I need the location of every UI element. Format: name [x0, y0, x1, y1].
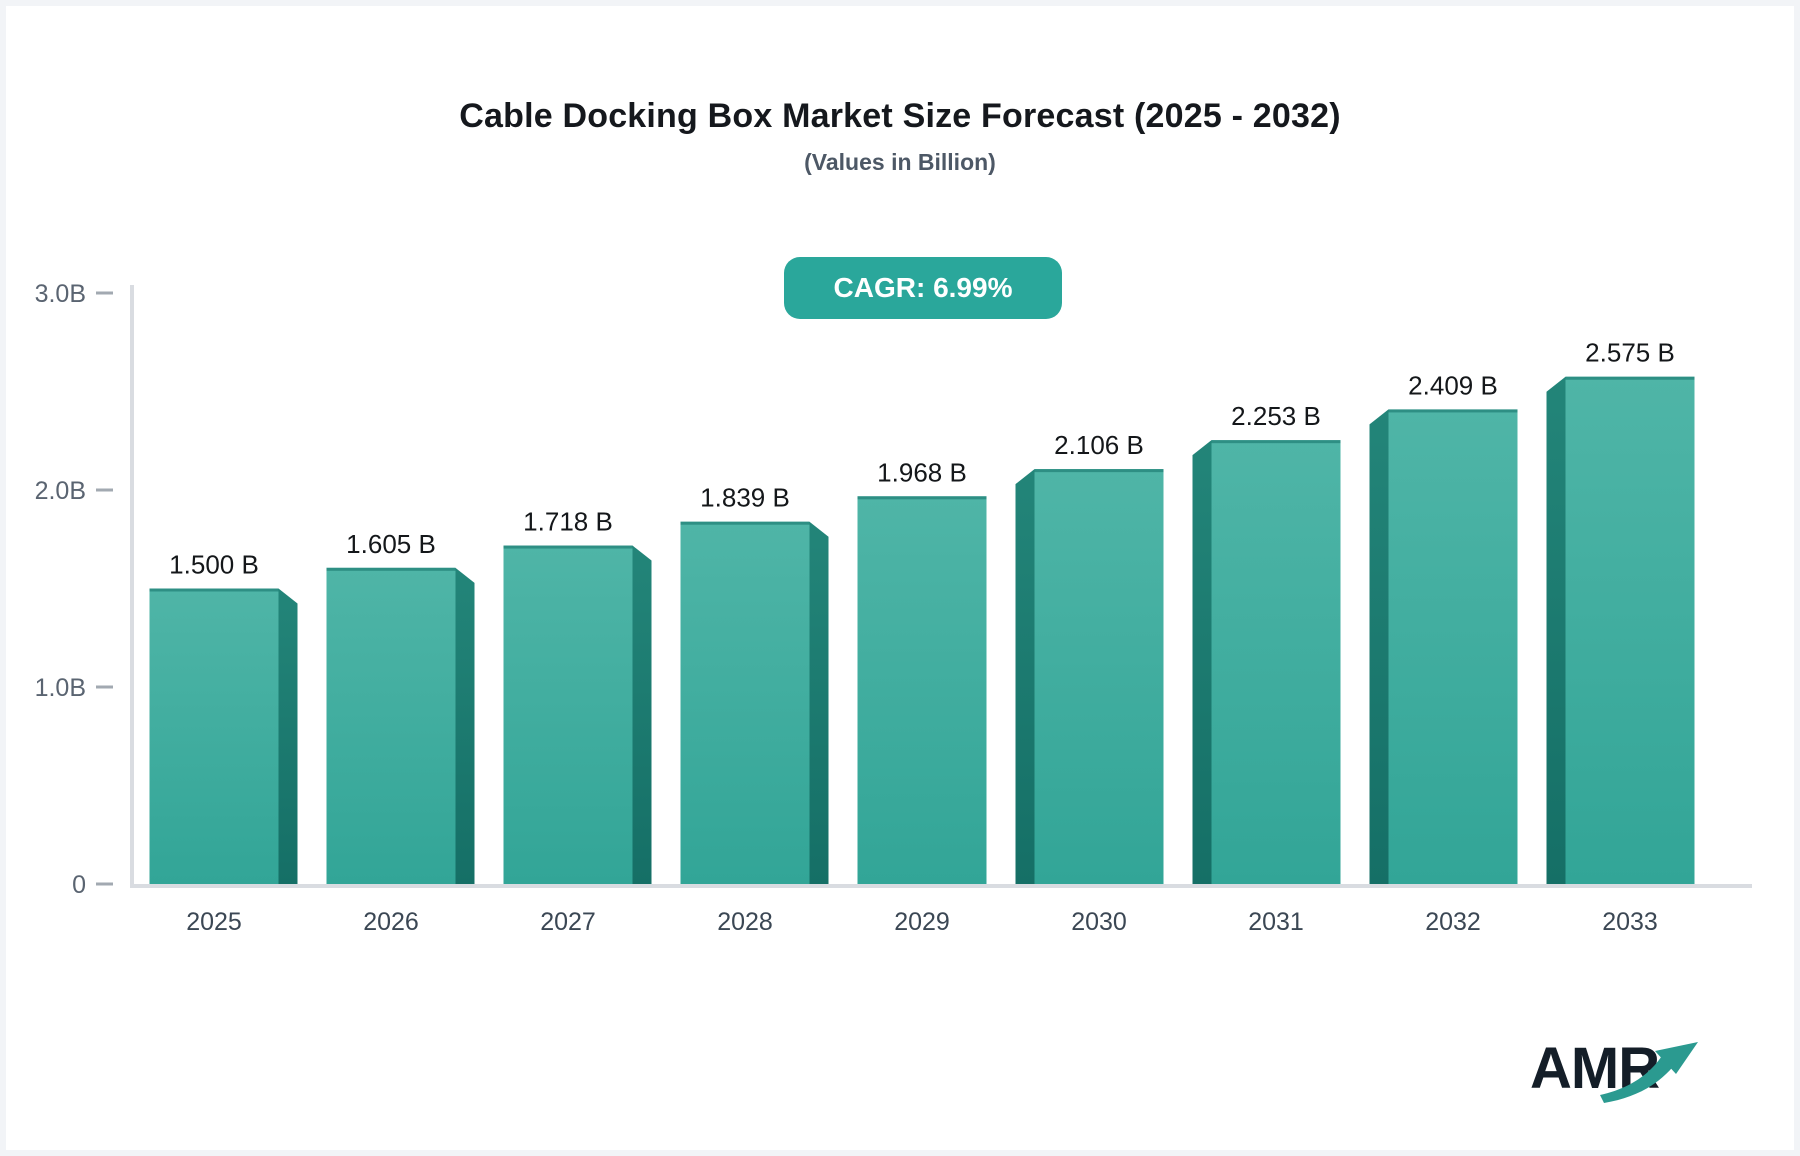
- x-axis-line: [130, 884, 1752, 888]
- bar: [680, 521, 810, 884]
- y-tick-label: 3.0B: [35, 280, 86, 308]
- bar-value-label: 2.106 B: [1054, 430, 1144, 460]
- bar-side: [1015, 469, 1035, 884]
- amr-logo: AMR: [1530, 1036, 1698, 1103]
- bar-value-label: 2.409 B: [1408, 370, 1498, 400]
- x-tick-label: 2033: [1602, 908, 1658, 936]
- bar-group-2027: 1.718 B 2027: [503, 507, 652, 936]
- bar-group-2031: 2.253 B 2031: [1192, 401, 1341, 936]
- bar: [1388, 409, 1518, 884]
- bar-top-edge: [1034, 469, 1164, 473]
- y-tick-label: 2.0B: [35, 477, 86, 505]
- bar-side: [632, 545, 652, 884]
- x-tick-label: 2032: [1425, 908, 1481, 936]
- bar-top-edge: [149, 588, 279, 592]
- x-tick-label: 2029: [894, 908, 950, 936]
- y-axis-line: [130, 285, 134, 888]
- bar-top-edge: [1388, 409, 1518, 413]
- bar-value-label: 2.253 B: [1231, 401, 1321, 431]
- bar-group-2028: 1.839 B 2028: [680, 483, 829, 936]
- bar: [1034, 469, 1164, 884]
- bar: [503, 545, 633, 884]
- bar-group-2026: 1.605 B 2026: [326, 529, 475, 936]
- bar-group-2032: 2.409 B 2032: [1369, 370, 1518, 936]
- bar: [857, 496, 987, 884]
- bar-group-2030: 2.106 B 2030: [1015, 430, 1164, 936]
- bar-top-edge: [503, 545, 633, 549]
- bar-value-label: 1.605 B: [346, 529, 436, 559]
- chart-subtitle: (Values in Billion): [804, 149, 996, 175]
- y-tick-label: 0: [72, 871, 86, 899]
- y-tick-label: 1.0B: [35, 674, 86, 702]
- bar-top-edge: [680, 521, 810, 525]
- bar-top-edge: [1211, 440, 1341, 444]
- bar: [326, 567, 456, 884]
- bar-value-label: 1.968 B: [877, 457, 967, 487]
- bar-side: [1369, 409, 1389, 884]
- logo-arrowhead-icon: [1655, 1042, 1698, 1074]
- bar-value-label: 1.839 B: [700, 483, 790, 513]
- x-tick-label: 2027: [540, 908, 596, 936]
- bar: [1211, 440, 1341, 884]
- bar-top-edge: [857, 496, 987, 500]
- chart-title: Cable Docking Box Market Size Forecast (…: [459, 97, 1341, 135]
- bar-top-edge: [1565, 376, 1695, 380]
- x-tick-label: 2028: [717, 908, 773, 936]
- x-tick-label: 2031: [1248, 908, 1304, 936]
- bar-group-2029: 1.968 B 2029: [857, 457, 987, 936]
- x-tick-label: 2030: [1071, 908, 1127, 936]
- bar-value-label: 2.575 B: [1585, 338, 1675, 368]
- x-tick-label: 2025: [186, 908, 242, 936]
- bar-value-label: 1.500 B: [169, 550, 259, 580]
- bar-side: [809, 521, 829, 884]
- bar-group-2033: 2.575 B 2033: [1546, 338, 1695, 936]
- bar-top-edge: [326, 567, 456, 571]
- bar-side: [1192, 440, 1212, 884]
- bar-side: [455, 567, 475, 884]
- bar-group-2025: 1.500 B 2025: [149, 550, 298, 936]
- cagr-badge-label: CAGR: 6.99%: [833, 272, 1013, 303]
- bar-side: [278, 588, 298, 884]
- logo-arrow-icon: [1600, 1051, 1679, 1103]
- bar: [1565, 376, 1695, 884]
- x-tick-label: 2026: [363, 908, 419, 936]
- bar-side: [1546, 376, 1566, 884]
- cagr-badge: CAGR: 6.99%: [784, 257, 1062, 319]
- bar: [149, 588, 279, 884]
- bar-value-label: 1.718 B: [523, 507, 613, 537]
